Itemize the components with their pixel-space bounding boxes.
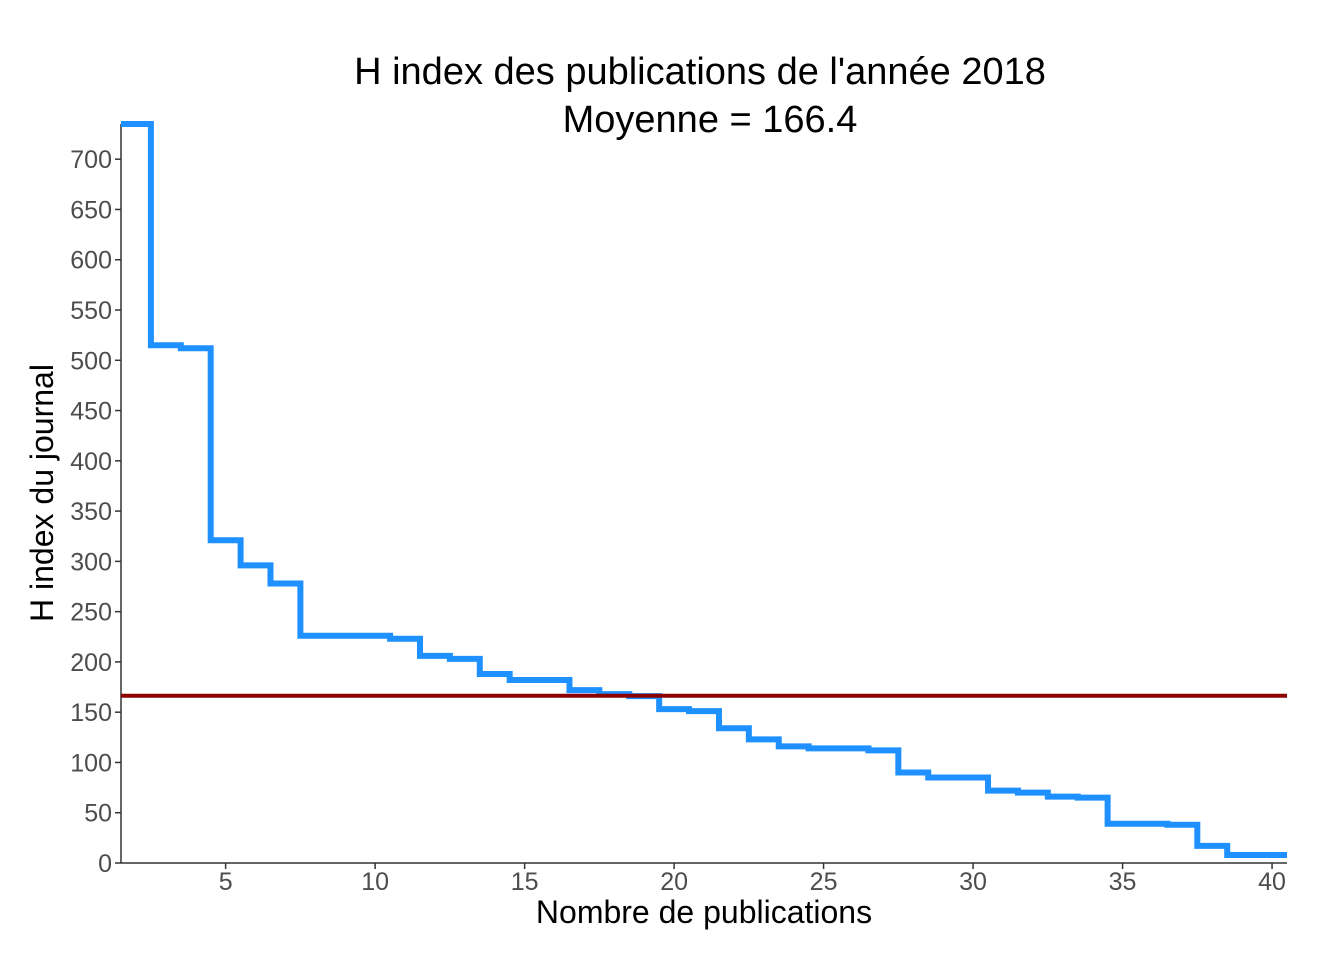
x-tick-label: 10 [361, 868, 389, 896]
y-tick-label: 50 [84, 800, 112, 828]
y-tick-label: 550 [70, 297, 112, 325]
y-tick-label: 500 [70, 347, 112, 375]
y-tick-label: 700 [70, 146, 112, 174]
y-tick-label: 150 [70, 699, 112, 727]
x-axis-title: Nombre de publications [536, 894, 872, 930]
chart-subtitle: Moyenne = 166.4 [563, 99, 858, 141]
y-tick-label: 450 [70, 398, 112, 426]
x-tick-label: 25 [810, 868, 838, 896]
y-tick-label: 650 [70, 196, 112, 224]
series-step-line [121, 121, 1287, 858]
y-axis-title: H index du journal [24, 364, 60, 622]
x-tick-label: 20 [660, 868, 688, 896]
x-tick-label: 40 [1258, 868, 1286, 896]
y-tick-label: 0 [98, 850, 112, 878]
y-tick-label: 100 [70, 749, 112, 777]
x-tick-label: 15 [511, 868, 539, 896]
y-tick-label: 200 [70, 649, 112, 677]
y-tick-label: 350 [70, 498, 112, 526]
chart-title: H index des publications de l'année 2018 [354, 51, 1046, 93]
x-tick-label: 30 [959, 868, 987, 896]
y-tick-label: 300 [70, 548, 112, 576]
x-tick-label: 35 [1109, 868, 1137, 896]
plot-area: 0 50 100 150 200 250 300 350 400 450 500 550 600 650 7… [70, 121, 1287, 896]
y-tick-label: 600 [70, 247, 112, 275]
y-tick-label: 250 [70, 599, 112, 627]
x-tick-label: 5 [219, 868, 233, 896]
y-tick-label: 400 [70, 448, 112, 476]
